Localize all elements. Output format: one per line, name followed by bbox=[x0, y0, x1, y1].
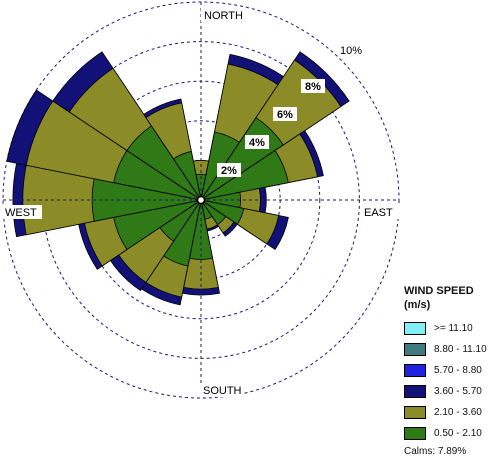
legend-swatch bbox=[404, 385, 426, 398]
ring-label-bg-4 bbox=[301, 78, 326, 93]
legend-entry: 3.60 - 5.70 bbox=[404, 381, 496, 402]
ring-label-bg-3 bbox=[273, 106, 298, 121]
sector-nnw-band-1 bbox=[172, 150, 202, 201]
ring-label-bg-1 bbox=[217, 162, 242, 177]
direction-label-east: EAST bbox=[364, 207, 393, 219]
legend-units: (m/s) bbox=[404, 299, 431, 311]
legend-swatch bbox=[404, 406, 426, 419]
direction-label-north: NORTH bbox=[204, 10, 243, 22]
ring-label-4: 8% bbox=[305, 81, 321, 93]
legend: WIND SPEED (m/s) >= 11.10 8.80 - 11.10 5.7… bbox=[404, 284, 496, 457]
legend-entries: >= 11.10 8.80 - 11.10 5.70 - 8.80 3.60 - 5.… bbox=[404, 318, 496, 444]
legend-entry: 2.10 - 3.60 bbox=[404, 402, 496, 423]
legend-label: 5.70 - 8.80 bbox=[434, 365, 482, 376]
ring-label-bg-2 bbox=[245, 134, 270, 149]
legend-label: 3.60 - 5.70 bbox=[434, 386, 482, 397]
legend-entry: >= 11.10 bbox=[404, 318, 496, 339]
legend-entry: 0.50 - 2.10 bbox=[404, 423, 496, 444]
legend-entry: 8.80 - 11.10 bbox=[404, 339, 496, 360]
ring-label-1: 2% bbox=[221, 165, 237, 177]
legend-swatch bbox=[404, 322, 426, 335]
legend-swatch bbox=[404, 364, 426, 377]
sector-ene-band-1 bbox=[200, 149, 289, 201]
legend-label: 8.80 - 11.10 bbox=[434, 344, 487, 355]
ring-label-3: 6% bbox=[277, 109, 293, 121]
legend-label: 0.50 - 2.10 bbox=[434, 428, 482, 439]
direction-labels: NORTH EAST SOUTH WEST bbox=[2, 8, 402, 397]
center-dot bbox=[196, 195, 206, 205]
ring-labels: 2% 4% 6% 8% 10% bbox=[217, 45, 362, 177]
legend-swatch bbox=[404, 427, 426, 440]
ring-label-2: 4% bbox=[249, 137, 265, 149]
legend-label: 2.10 - 3.60 bbox=[434, 407, 482, 418]
center-marker bbox=[196, 195, 206, 205]
direction-label-west: WEST bbox=[5, 207, 37, 219]
legend-swatch bbox=[404, 343, 426, 356]
legend-entry: 5.70 - 8.80 bbox=[404, 360, 496, 381]
legend-title: WIND SPEED bbox=[404, 285, 474, 297]
ring-label-5: 10% bbox=[340, 45, 362, 57]
wind-sectors bbox=[6, 51, 350, 306]
direction-label-south: SOUTH bbox=[203, 385, 242, 397]
calms-label: Calms: 7.89% bbox=[404, 446, 467, 457]
legend-label: >= 11.10 bbox=[434, 323, 473, 334]
